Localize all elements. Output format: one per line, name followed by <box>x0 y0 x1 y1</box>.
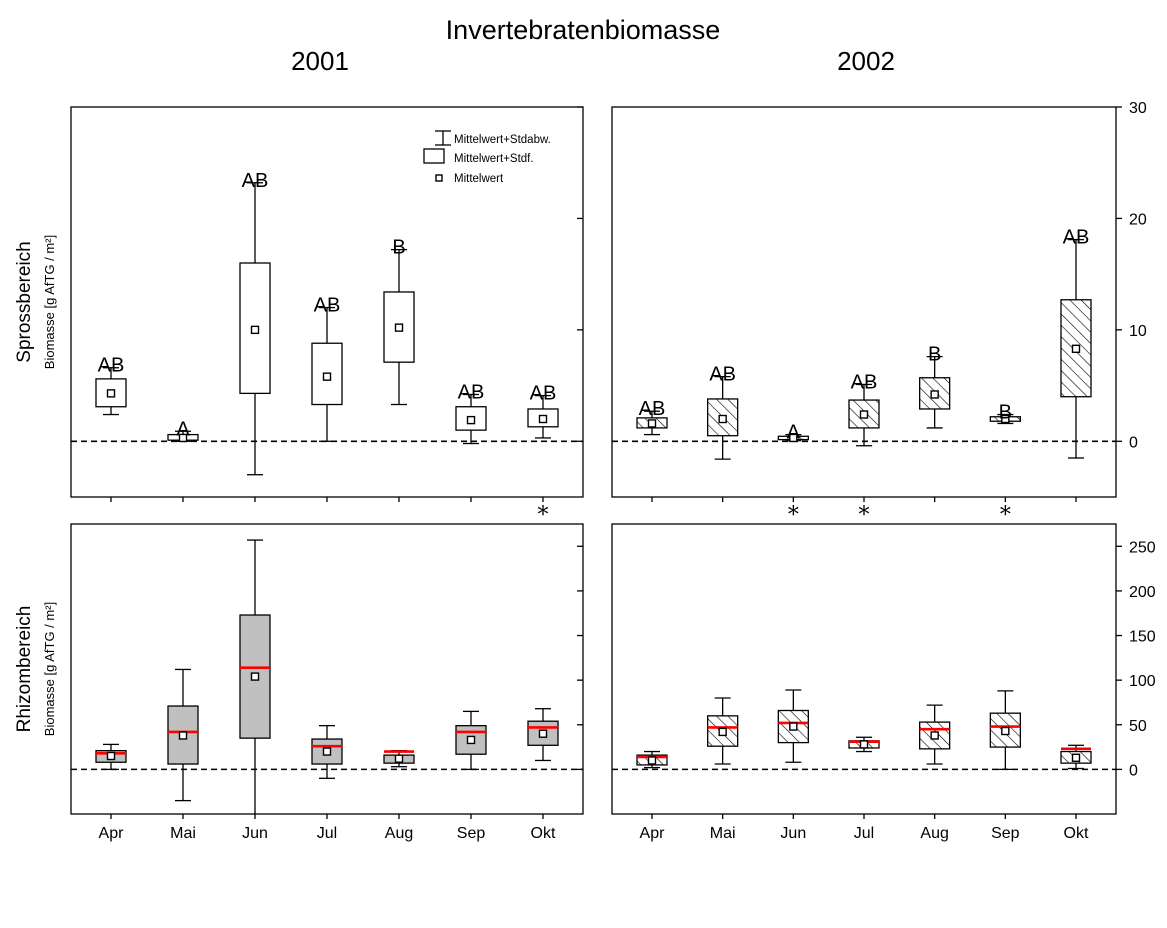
mean-marker-rhizom-2001-Sep <box>466 735 476 745</box>
x-tick-label-rhizom-2002-Mai: Mai <box>710 825 736 842</box>
mean-marker-spross-2002-Okt <box>1071 344 1081 353</box>
mean-marker-rhizom-2002-Okt <box>1071 753 1081 762</box>
x-tick-label-rhizom-2001-Okt: Okt <box>531 825 556 842</box>
group-letter-spross-2001-Aug: B <box>392 237 405 259</box>
group-letter-spross-2001-Apr: AB <box>98 355 125 377</box>
y-tick-label-spross-2002-0: 0 <box>1129 434 1138 451</box>
mean-marker-rhizom-2002-Jul <box>859 740 869 749</box>
y-tick-label-rhizom-2002-0: 0 <box>1129 762 1138 779</box>
mean-marker-rhizom-2001-Jun <box>250 672 260 681</box>
y-tick-label-rhizom-2002-100: 100 <box>1129 673 1156 690</box>
y-tick-label-rhizom-2002-250: 250 <box>1129 539 1156 556</box>
x-tick-label-rhizom-2001-Mai: Mai <box>170 825 196 842</box>
legend-sd-label: Mittelwert+Stdabw. <box>454 134 551 146</box>
box-spross-2001-Jun <box>239 262 271 395</box>
box-spross-2002-Aug <box>919 377 951 410</box>
y-axis-label-rhizom: Biomasse [g AfTG / m²] <box>42 602 57 736</box>
mean-marker-spross-2002-Apr <box>647 419 657 428</box>
group-letter-spross-2002-Jul: AB <box>851 371 878 393</box>
legend-sd-icon <box>435 130 451 146</box>
row-label-rhizom: Rhizombereich <box>14 606 35 733</box>
legend-mean-icon <box>435 174 443 182</box>
x-tick-label-rhizom-2002-Apr: Apr <box>640 825 666 842</box>
mean-marker-spross-2002-Mai <box>718 414 727 424</box>
mean-marker-rhizom-2002-Sep <box>1001 726 1010 736</box>
mean-marker-spross-2001-Mai <box>178 433 188 443</box>
legend-se-icon <box>423 148 445 164</box>
box-spross-2001-Apr <box>95 378 127 408</box>
year-label-2002: 2002 <box>837 46 895 76</box>
box-rhizom-2001-Jun <box>239 614 271 739</box>
significance-asterisk-2002-Sep: * <box>1000 503 1011 528</box>
y-axis-label-spross: Biomasse [g AfTG / m²] <box>42 235 57 369</box>
mean-marker-spross-2001-Sep <box>466 415 476 425</box>
group-letter-spross-2001-Okt: AB <box>530 383 557 405</box>
panel-frame-rhizom-2002 <box>611 523 1117 815</box>
mean-marker-rhizom-2001-Mai <box>178 731 188 740</box>
x-tick-label-rhizom-2001-Apr: Apr <box>99 825 125 842</box>
group-letter-spross-2002-Jun: A <box>787 422 801 444</box>
legend: Mittelwert+Stdabw. Mittelwert+Stdf. Mitt… <box>423 130 551 185</box>
y-tick-label-rhizom-2002-150: 150 <box>1129 629 1156 646</box>
x-tick-label-rhizom-2002-Okt: Okt <box>1064 825 1089 842</box>
group-letter-spross-2002-Mai: AB <box>709 364 736 386</box>
y-tick-label-rhizom-2002-200: 200 <box>1129 584 1156 601</box>
mean-marker-spross-2002-Sep <box>1001 414 1010 424</box>
x-tick-label-rhizom-2002-Jun: Jun <box>780 825 806 842</box>
mean-marker-spross-2002-Jun <box>789 433 798 443</box>
box-spross-2002-Mai <box>707 398 739 437</box>
legend-mean-label: Mittelwert <box>454 173 504 185</box>
mean-marker-rhizom-2002-Aug <box>930 731 939 740</box>
group-letter-spross-2002-Aug: B <box>928 344 941 366</box>
group-letter-spross-2001-Jul: AB <box>314 295 341 317</box>
significance-asterisk-2001-Okt: * <box>538 503 549 528</box>
group-letter-spross-2002-Sep: B <box>999 402 1012 424</box>
mean-marker-rhizom-2002-Jun <box>789 722 798 731</box>
mean-marker-rhizom-2001-Aug <box>394 754 404 763</box>
mean-marker-spross-2001-Okt <box>538 414 548 424</box>
x-tick-label-rhizom-2002-Sep: Sep <box>991 825 1020 842</box>
mean-marker-spross-2001-Jun <box>250 325 260 335</box>
box-spross-2001-Jul <box>311 342 343 406</box>
mean-marker-spross-2002-Aug <box>930 390 939 399</box>
row-label-spross: Sprossbereich <box>14 241 35 362</box>
y-tick-label-spross-2002-30: 30 <box>1129 100 1147 117</box>
group-letter-spross-2002-Apr: AB <box>639 398 666 420</box>
x-tick-label-rhizom-2002-Jul: Jul <box>854 825 874 842</box>
y-tick-label-spross-2002-10: 10 <box>1129 323 1147 340</box>
group-letter-spross-2001-Sep: AB <box>458 381 485 403</box>
mean-marker-rhizom-2001-Okt <box>538 729 548 738</box>
mean-marker-spross-2001-Jul <box>322 372 332 381</box>
box-rhizom-2002-Jun <box>777 709 809 744</box>
chart-title: Invertebratenbiomasse <box>446 15 721 45</box>
mean-marker-rhizom-2002-Apr <box>647 756 657 765</box>
x-tick-label-rhizom-2001-Jun: Jun <box>242 825 268 842</box>
significance-asterisk-2002-Jun: * <box>788 503 799 528</box>
group-letter-spross-2002-Okt: AB <box>1063 227 1090 249</box>
y-tick-label-spross-2002-20: 20 <box>1129 211 1147 228</box>
mean-marker-rhizom-2001-Apr <box>106 751 116 761</box>
mean-marker-spross-2002-Jul <box>859 410 869 419</box>
x-tick-label-rhizom-2001-Aug: Aug <box>385 825 413 842</box>
group-letter-spross-2001-Mai: A <box>176 418 190 440</box>
x-tick-label-rhizom-2002-Aug: Aug <box>920 825 948 842</box>
panels-group: Sprossbereich Biomasse [g AfTG / m²] ABAAB… <box>14 100 1156 842</box>
mean-marker-spross-2001-Apr <box>106 389 116 398</box>
legend-se-label: Mittelwert+Stdf. <box>454 153 534 165</box>
group-letter-spross-2001-Jun: AB <box>242 170 269 192</box>
mean-marker-spross-2001-Aug <box>394 323 404 332</box>
year-label-2001: 2001 <box>291 46 349 76</box>
y-tick-label-rhizom-2002-50: 50 <box>1129 718 1147 735</box>
mean-marker-rhizom-2002-Mai <box>718 727 727 737</box>
x-tick-label-rhizom-2001-Jul: Jul <box>317 825 337 842</box>
mean-marker-rhizom-2001-Jul <box>322 747 332 756</box>
x-tick-label-rhizom-2001-Sep: Sep <box>457 825 486 842</box>
significance-asterisk-2002-Jul: * <box>859 503 870 528</box>
